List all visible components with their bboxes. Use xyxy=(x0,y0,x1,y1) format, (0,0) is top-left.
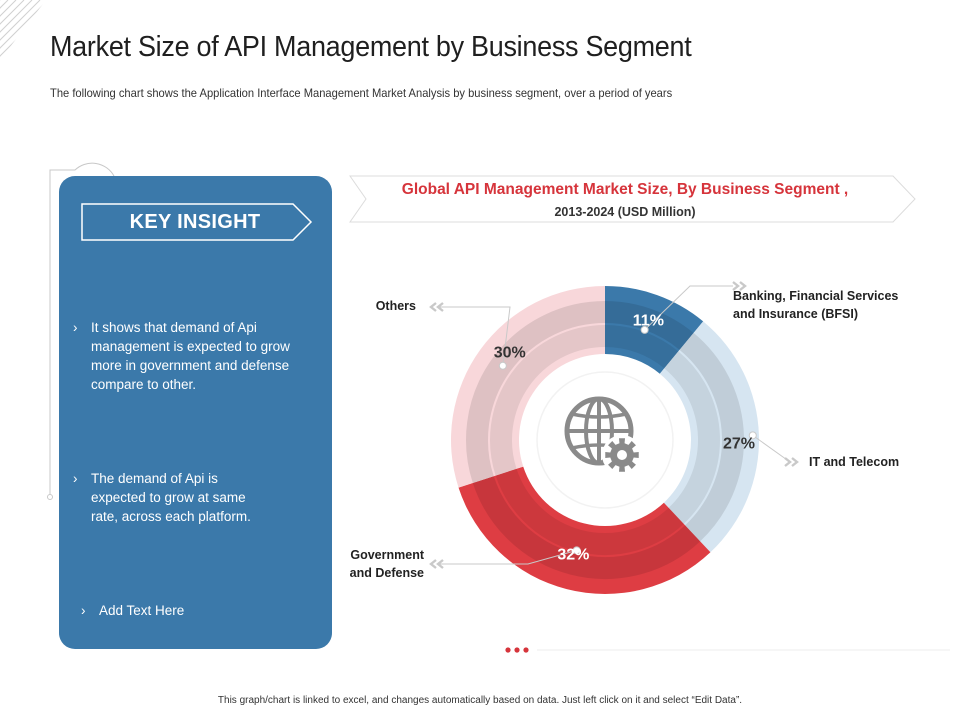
insight-bullet-text: Add Text Here xyxy=(99,603,185,618)
double-chevron-icon xyxy=(429,302,437,312)
key-insight-heading: KEY INSIGHT xyxy=(129,211,261,233)
page-title: Market Size of API Management by Busines… xyxy=(50,31,692,63)
slice-value-labels: 11% 27% 32% 30% xyxy=(494,313,755,564)
double-chevron-icon xyxy=(784,457,792,467)
slice-category-label-4: Others xyxy=(376,299,416,313)
slice-value-label-4: 30% xyxy=(494,345,526,362)
donut-hole xyxy=(520,355,690,525)
slice-category-label-2: IT and Telecom xyxy=(809,455,899,469)
slice-value-label-2: 27% xyxy=(723,435,755,452)
donut-band-2 xyxy=(664,351,720,524)
donut-slice-3 xyxy=(458,466,711,594)
donut-hole-ring xyxy=(536,371,674,509)
donut-band-1 xyxy=(604,325,679,369)
leader-dot-1 xyxy=(640,325,649,334)
insight-bullet-text: The demand of Api is expected to grow at… xyxy=(91,471,251,524)
donut-band-2 xyxy=(679,332,744,542)
leader-dot-3 xyxy=(572,546,581,555)
slice-value-label-3: 32% xyxy=(557,547,589,564)
leader-dot-2 xyxy=(748,431,757,440)
leader-dot-4 xyxy=(498,361,507,370)
globe-gear-icon xyxy=(564,396,642,475)
bullet-chevron: › xyxy=(73,320,78,335)
donut-band-1 xyxy=(604,301,694,351)
pagination-dots xyxy=(505,647,950,653)
chart-title: Global API Management Market Size, By Bu… xyxy=(401,181,849,198)
double-chevron-icon xyxy=(739,281,747,291)
donut-slice-2 xyxy=(659,321,760,553)
double-chevron-icon xyxy=(791,457,799,467)
double-chevron-icon xyxy=(429,559,437,569)
leader-line-3 xyxy=(440,549,577,565)
donut-band-4 xyxy=(490,325,606,476)
bullet-chevron: › xyxy=(73,471,78,486)
chart-subtitle: 2013-2024 (USD Million) xyxy=(554,205,696,219)
key-insight-tag xyxy=(81,203,313,241)
insight-bullet-text: It shows that demand of Api management i… xyxy=(91,320,290,392)
donut-slice-4 xyxy=(451,285,605,488)
donut-slice-1 xyxy=(605,286,704,374)
slice-value-label-1: 11% xyxy=(633,313,664,330)
donut-band-3 xyxy=(472,476,701,579)
double-chevron-icon xyxy=(436,302,444,312)
donut-slices xyxy=(451,285,760,594)
key-insight-panel xyxy=(59,176,332,649)
leader-line-2 xyxy=(752,434,791,463)
double-chevron-icon xyxy=(436,559,444,569)
double-chevron-icon xyxy=(732,281,740,291)
leader-line-4 xyxy=(440,306,511,366)
leader-line-1 xyxy=(644,285,733,331)
chart-title-banner xyxy=(349,175,916,223)
bullet-chevron: › xyxy=(81,603,86,618)
footnote: This graph/chart is linked to excel, and… xyxy=(217,695,743,706)
slice-category-label-3: Government and Defense xyxy=(350,548,425,580)
insight-bullet-1: › It shows that demand of Api management… xyxy=(73,318,323,398)
slice-category-label-1: Banking, Financial Services and Insurance… xyxy=(733,289,898,321)
page-subtitle: The following chart shows the Applicatio… xyxy=(50,86,673,100)
slice-category-labels: Banking, Financial Services and Insurance… xyxy=(350,289,899,580)
corner-hatch-decoration xyxy=(0,0,46,60)
panel-frame-decoration xyxy=(47,162,115,500)
insight-bullet-3: › Add Text Here xyxy=(81,601,281,623)
insight-bullet-2: › The demand of Api is expected to grow … xyxy=(73,469,323,529)
donut-band-3 xyxy=(495,468,684,555)
leader-lines xyxy=(429,281,799,569)
